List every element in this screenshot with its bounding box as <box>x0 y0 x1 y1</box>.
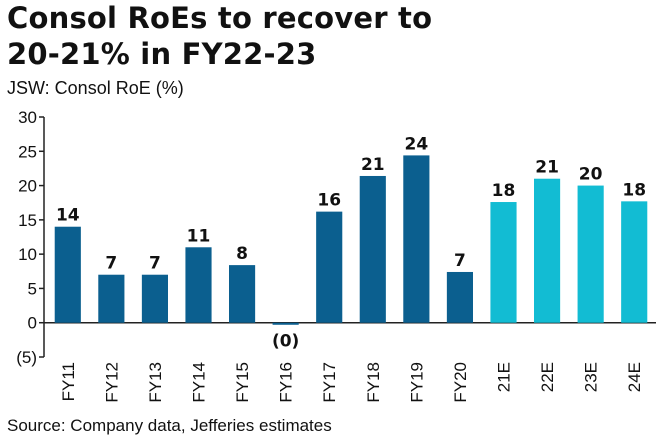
bar-FY13 <box>141 274 168 323</box>
source-note: Source: Company data, Jefferies estimate… <box>7 416 332 435</box>
bar-FY19 <box>403 155 430 323</box>
chart-title-line-1: Consol RoEs to recover to <box>7 1 433 35</box>
data-label-22E: 21 <box>535 158 559 178</box>
x-tick-label-FY16: FY16 <box>277 362 296 403</box>
y-tick-label: (5) <box>16 348 37 367</box>
data-label-FY18: 21 <box>361 155 385 175</box>
chart-subtitle: JSW: Consol RoE (%) <box>7 78 184 98</box>
y-tick-label: 30 <box>18 108 37 127</box>
x-tick-label-21E: 21E <box>495 362 514 392</box>
x-tick-label-FY14: FY14 <box>190 362 209 403</box>
data-label-FY13: 7 <box>149 254 161 274</box>
bar-FY18 <box>359 175 386 323</box>
y-tick-label: 10 <box>18 245 37 264</box>
bar-FY17 <box>316 211 343 323</box>
x-tick-label-FY12: FY12 <box>102 362 121 403</box>
bar-FY11 <box>54 226 81 323</box>
data-label-FY20: 7 <box>454 251 466 271</box>
bar-FY15 <box>229 265 256 323</box>
bar-24E <box>621 201 648 323</box>
chart-title-line-2: 20-21% in FY22-23 <box>7 37 317 71</box>
x-tick-label-FY19: FY19 <box>407 362 426 403</box>
x-tick-label-FY18: FY18 <box>364 362 383 403</box>
bar-21E <box>490 202 517 323</box>
bar-FY16 <box>272 322 299 325</box>
data-label-FY11: 14 <box>56 206 80 226</box>
x-tick-label-FY17: FY17 <box>320 362 339 403</box>
x-tick-label-24E: 24E <box>625 362 644 392</box>
data-label-FY12: 7 <box>105 254 117 274</box>
data-label-FY15: 8 <box>236 244 248 264</box>
x-tick-label-FY13: FY13 <box>146 362 165 403</box>
data-label-FY14: 11 <box>187 226 211 246</box>
x-tick-label-22E: 22E <box>538 362 557 392</box>
y-tick-label: 5 <box>28 279 37 298</box>
data-label-23E: 20 <box>579 165 603 185</box>
data-label-FY17: 16 <box>317 191 341 211</box>
data-label-FY16: (0) <box>272 332 299 352</box>
bar-23E <box>577 185 604 323</box>
chart-title: Consol RoEs to recover to 20-21% in FY22… <box>7 0 657 72</box>
data-label-FY19: 24 <box>405 134 429 154</box>
y-tick-label: 25 <box>18 142 37 161</box>
data-label-24E: 18 <box>622 180 646 200</box>
x-tick-label-FY15: FY15 <box>233 362 252 403</box>
y-tick-label: 15 <box>18 211 37 230</box>
y-tick-label: 20 <box>18 177 37 196</box>
x-tick-label-23E: 23E <box>582 362 601 392</box>
bar-FY20 <box>446 271 473 323</box>
x-tick-label-FY20: FY20 <box>451 362 470 403</box>
y-tick-label: 0 <box>28 314 37 333</box>
bar-FY12 <box>98 274 125 323</box>
x-tick-label-FY11: FY11 <box>59 362 78 401</box>
bar-22E <box>534 178 561 323</box>
data-label-21E: 18 <box>492 181 516 201</box>
bar-FY14 <box>185 247 212 323</box>
